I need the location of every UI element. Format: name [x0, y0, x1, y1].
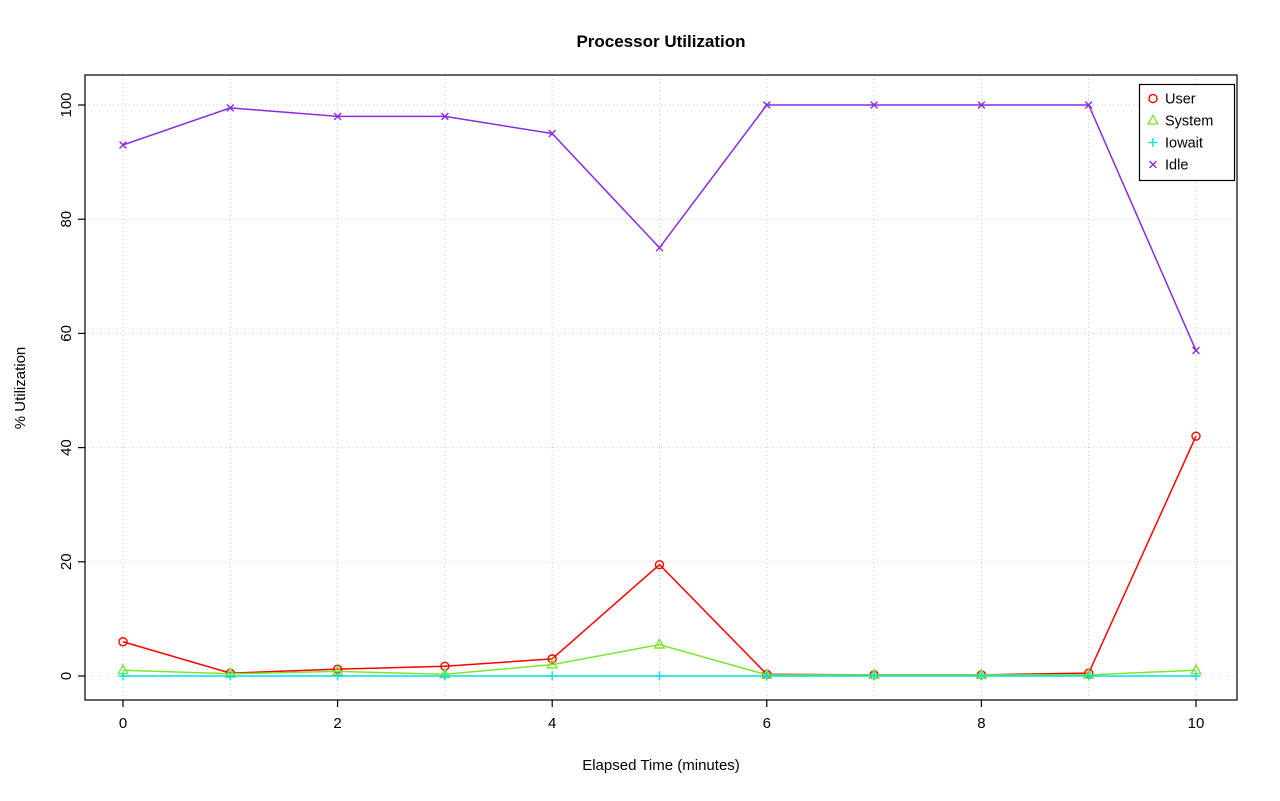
- x-marker: [548, 129, 557, 138]
- y-tick-label: 100: [58, 92, 75, 117]
- x-marker: [655, 243, 664, 252]
- circle-marker: [118, 637, 128, 647]
- x-marker: [333, 112, 342, 121]
- y-tick-label: 60: [58, 325, 75, 342]
- plus-marker: [1191, 671, 1201, 681]
- x-marker: [119, 141, 127, 149]
- x-marker: [762, 101, 771, 109]
- x-marker: [1192, 346, 1200, 355]
- x-marker: [441, 112, 449, 121]
- circle-marker: [1191, 431, 1201, 441]
- y-axis-label: % Utilization: [12, 346, 29, 430]
- x-marker: [870, 101, 878, 109]
- x-tick-label: 4: [548, 715, 556, 732]
- series-system: [117, 637, 1202, 679]
- x-tick-label: 8: [977, 715, 985, 732]
- series-iowait: [118, 671, 1201, 681]
- x-marker: [1149, 160, 1157, 169]
- circle-marker: [1148, 93, 1158, 104]
- legend: User System Iowait Idle: [1138, 83, 1236, 182]
- legend-label: User: [1165, 92, 1196, 108]
- chart-title: Processor Utilization: [576, 32, 746, 51]
- x-tick-label: 0: [119, 715, 127, 732]
- plus-marker: [440, 671, 450, 681]
- plus-marker: [118, 671, 128, 681]
- plus-marker: [762, 671, 772, 681]
- legend-box: [1138, 83, 1236, 182]
- plot-box: [84, 74, 1238, 701]
- y-tick-label: 20: [58, 553, 75, 570]
- x-marker: [1084, 101, 1093, 109]
- x-axis-label: Elapsed Time (minutes): [582, 757, 740, 774]
- plus-marker: [547, 671, 557, 681]
- x-marker: [977, 101, 986, 109]
- triangle-marker: [653, 637, 666, 649]
- x-tick-label: 10: [1188, 715, 1205, 732]
- series-idle: [119, 101, 1200, 355]
- plus-marker: [869, 671, 879, 681]
- triangle-marker: [1147, 113, 1159, 125]
- triangle-marker: [546, 657, 559, 669]
- circle-marker: [654, 559, 665, 570]
- x-tick-label: 2: [333, 715, 341, 732]
- legend-label: Iowait: [1165, 136, 1203, 152]
- x-marker: [226, 103, 235, 112]
- plus-marker: [1148, 138, 1158, 147]
- plus-marker: [1084, 671, 1094, 681]
- x-tick-label: 6: [763, 715, 771, 732]
- gridlines: [85, 75, 1237, 700]
- series-line: [122, 643, 1197, 676]
- circle-marker: [547, 654, 557, 664]
- plus-marker: [333, 671, 343, 681]
- plus-marker: [976, 671, 986, 681]
- legend-label: System: [1165, 114, 1213, 130]
- legend-label: Idle: [1165, 158, 1188, 174]
- plus-marker: [655, 671, 664, 681]
- plus-marker: [225, 671, 235, 681]
- y-tick-label: 0: [58, 672, 75, 680]
- y-tick-label: 80: [58, 211, 75, 228]
- y-tick-label: 40: [58, 439, 75, 456]
